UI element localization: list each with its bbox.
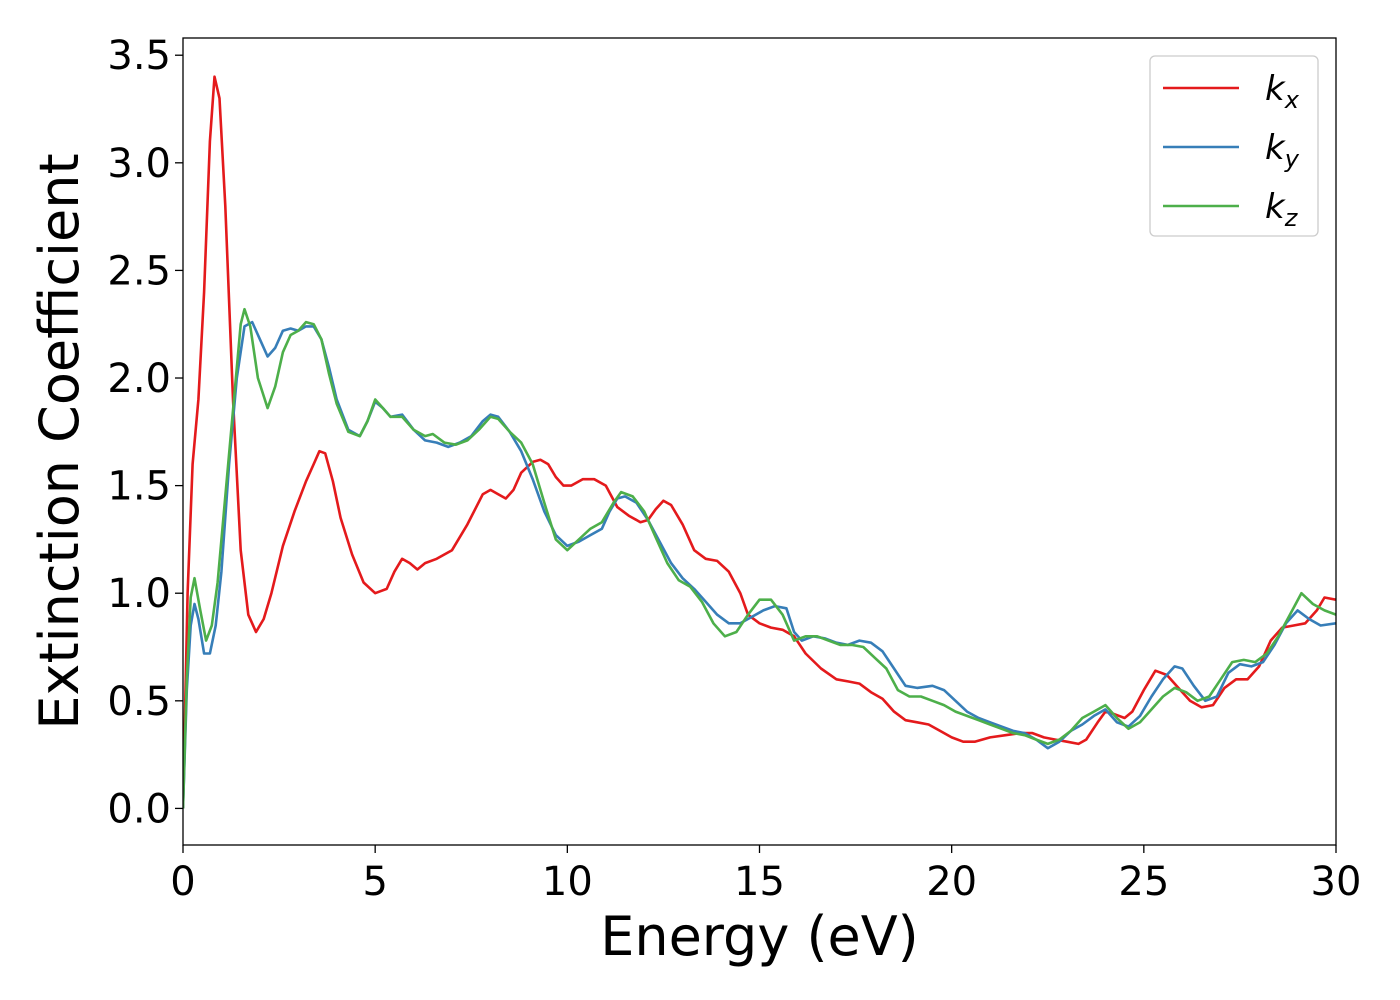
series-line-kx	[183, 75, 1336, 809]
y-tick-label: 0.5	[107, 679, 171, 725]
y-tick-label: 1.5	[107, 464, 171, 510]
y-tick-label: 2.5	[107, 248, 171, 294]
y-tick-label: 0.0	[107, 786, 171, 832]
x-tick-label: 5	[362, 859, 387, 905]
y-tick-label: 1.0	[107, 571, 171, 617]
legend-label-kz: kz	[1265, 187, 1299, 232]
legend-label-kx: kx	[1265, 69, 1300, 114]
y-tick-label: 3.0	[107, 141, 171, 187]
ticks-layer: 0 5 10 15 20 25 30 0.0 0.5 1.0 1.5 2.0 2.5 3.0 3.5	[107, 33, 1361, 905]
series-layer	[183, 75, 1336, 809]
x-tick-label: 30	[1311, 859, 1362, 905]
series-line-kz	[183, 307, 1336, 809]
x-tick-label: 20	[926, 859, 977, 905]
y-axis-title: Extinction Coefficient	[28, 153, 91, 729]
y-tick-label: 3.5	[107, 33, 171, 79]
legend: kx ky kz	[1149, 55, 1319, 237]
x-tick-label: 25	[1118, 859, 1169, 905]
y-tick-label: 2.0	[107, 356, 171, 402]
x-axis-title: Energy (eV)	[600, 905, 919, 968]
x-tick-label: 10	[542, 859, 593, 905]
legend-label-ky: ky	[1265, 128, 1300, 173]
x-tick-label: 15	[734, 859, 785, 905]
x-tick-label: 0	[170, 859, 195, 905]
series-line-ky	[183, 320, 1336, 809]
